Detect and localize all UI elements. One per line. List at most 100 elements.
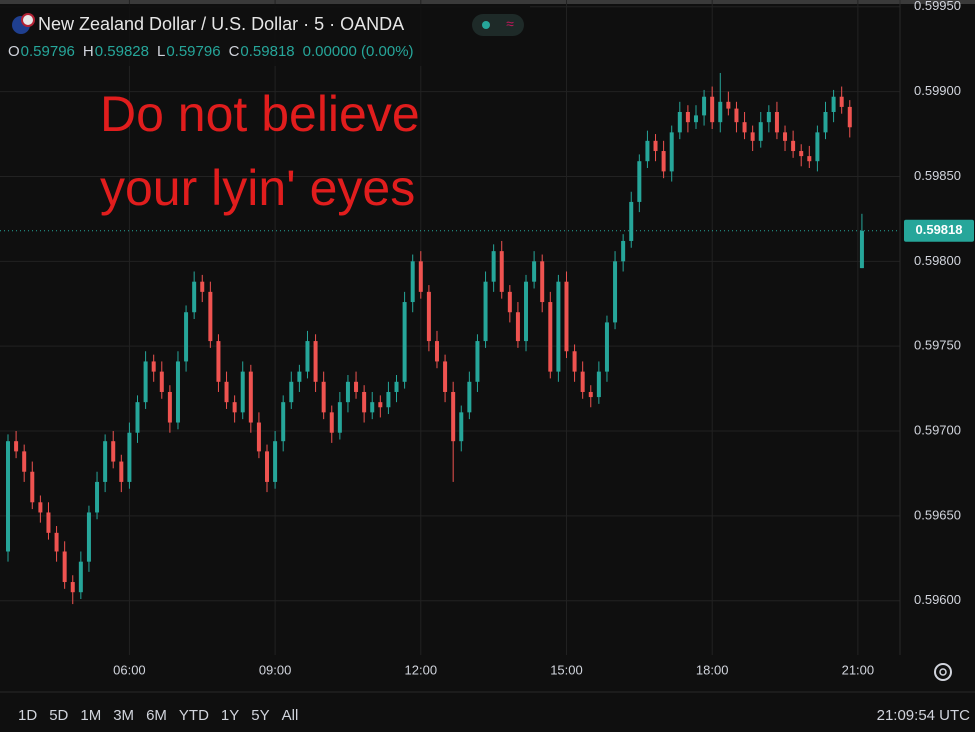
y-tick-label: 0.59750	[914, 338, 961, 353]
time-range-button[interactable]: YTD	[179, 707, 209, 724]
candle-body	[95, 481, 100, 513]
candle-body	[305, 341, 310, 372]
candle-body	[329, 412, 334, 433]
ohlc-value: 0.59796	[166, 43, 220, 60]
candle-body	[321, 381, 326, 413]
candle-body	[22, 451, 27, 472]
candle-body	[6, 441, 10, 552]
candle-body	[78, 561, 83, 593]
time-range-button[interactable]: 6M	[146, 707, 167, 724]
candle-body	[596, 371, 601, 398]
candle-body	[499, 251, 504, 292]
candle-body	[289, 381, 294, 403]
candle-body	[783, 132, 788, 141]
candle-body	[629, 201, 634, 241]
candle-body	[693, 115, 698, 123]
legend-backdrop	[0, 4, 530, 66]
y-tick-label: 0.59900	[914, 83, 961, 98]
candle-body	[750, 132, 755, 141]
candle-body	[265, 451, 270, 482]
candle-body	[799, 151, 804, 157]
x-tick-label: 09:00	[259, 662, 292, 677]
y-tick-label: 0.59650	[914, 507, 961, 522]
candle-body	[46, 512, 51, 533]
candle-body	[459, 412, 464, 442]
time-range-button[interactable]: All	[282, 707, 299, 724]
x-tick-label: 18:00	[696, 662, 729, 677]
candle-body	[702, 96, 707, 116]
candle-body	[726, 101, 731, 109]
candle-body	[637, 161, 642, 202]
candle-body	[62, 551, 67, 583]
candle-body	[434, 341, 439, 362]
top-border	[0, 0, 975, 4]
candle-body	[661, 151, 666, 172]
time-range-button[interactable]: 1M	[80, 707, 101, 724]
candle-body	[807, 156, 812, 162]
candle-body	[742, 122, 747, 133]
candle-body	[184, 312, 189, 362]
candle-body	[86, 512, 91, 562]
candle-body	[256, 422, 261, 452]
candle-body	[653, 140, 658, 152]
candle-body	[127, 432, 132, 482]
candle-body	[70, 582, 75, 593]
status-dot	[482, 21, 490, 29]
axes: 0.59600 0.59650 0.59700 0.59750 0.59800 0.598…	[0, 0, 974, 677]
candle-body	[232, 402, 237, 413]
candle-body	[30, 471, 35, 503]
candle-body	[847, 106, 852, 128]
candle-body	[386, 391, 391, 408]
candle-body	[515, 312, 520, 342]
y-tick-label: 0.59950	[914, 0, 961, 13]
y-tick-label: 0.59700	[914, 422, 961, 437]
candle-body	[224, 381, 229, 403]
candle-body	[572, 351, 577, 372]
candle-body	[337, 402, 342, 433]
candle-body	[580, 371, 585, 392]
candle-body	[208, 291, 213, 342]
ohlc-prefix: H	[83, 43, 94, 60]
status-wave: ≈	[506, 16, 514, 32]
x-tick-label: 21:00	[842, 662, 875, 677]
candle-body	[475, 341, 480, 382]
candle-body	[548, 302, 553, 372]
time-range-button[interactable]: 5D	[49, 707, 68, 724]
candle-body	[451, 391, 456, 442]
candle-body	[378, 402, 383, 408]
candle-body	[621, 240, 626, 262]
candle-body	[604, 322, 609, 372]
candle-body	[103, 441, 108, 482]
candle-body	[685, 111, 690, 123]
candle-body	[159, 371, 164, 392]
time-range-button[interactable]: 1Y	[221, 707, 239, 724]
candles	[6, 72, 864, 605]
y-tick-label: 0.59800	[914, 253, 961, 268]
candle-body	[831, 96, 836, 112]
candle-body	[774, 111, 779, 133]
candle-body	[151, 361, 156, 372]
candle-body	[823, 111, 828, 133]
candle-body	[766, 111, 771, 123]
candle-body	[167, 391, 172, 423]
footer: 1D 5D 1M 3M 6M YTD 1Y 5Y All 21:09:54 UTC	[18, 707, 970, 724]
time-range-button[interactable]: 5Y	[251, 707, 269, 724]
candle-body	[38, 502, 43, 513]
ohlc-value: 0.59828	[95, 43, 149, 60]
time-range-button[interactable]: 3M	[113, 707, 134, 724]
time-range-button[interactable]: 1D	[18, 707, 37, 724]
candle-body	[491, 251, 496, 282]
settings-icon[interactable]	[934, 663, 952, 681]
candle-body	[410, 261, 415, 303]
status-badge[interactable]	[472, 14, 524, 36]
ohlc-prefix: L	[157, 43, 165, 60]
candle-body	[418, 261, 423, 292]
candle-body	[200, 281, 205, 292]
candle-body	[588, 391, 593, 398]
candle-body	[839, 96, 844, 107]
ohlc-prefix: O	[8, 43, 20, 60]
x-tick-label: 06:00	[113, 662, 146, 677]
candle-body	[240, 371, 245, 413]
candle-body	[402, 302, 407, 382]
